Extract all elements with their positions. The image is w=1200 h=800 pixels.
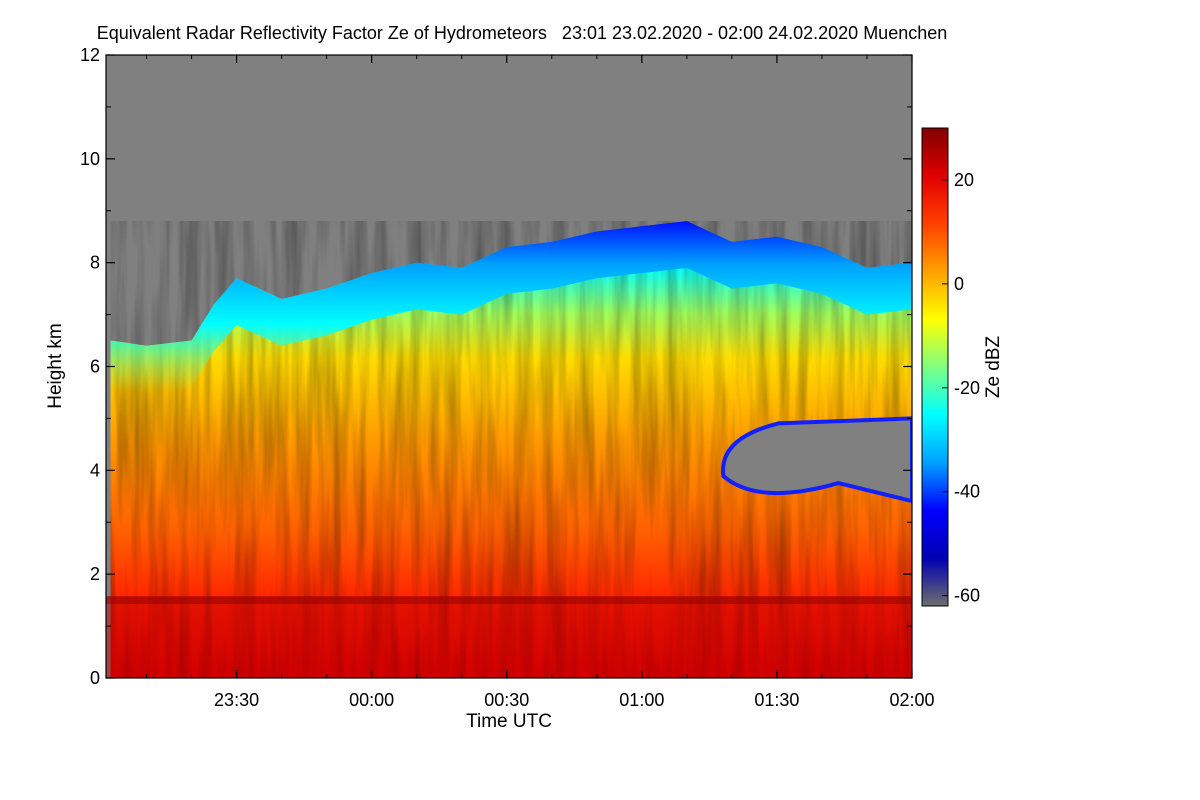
colorbar-tick-label: -40 — [954, 482, 980, 502]
x-tick-label: 01:00 — [619, 690, 664, 710]
y-tick-label: 2 — [90, 564, 100, 584]
chart-title: Equivalent Radar Reflectivity Factor Ze … — [97, 23, 948, 43]
colorbar-tick-label: -20 — [954, 378, 980, 398]
colorbar: 20 0 -20 -40 -60 Ze dBZ — [921, 127, 1004, 607]
x-tick-label: 01:30 — [754, 690, 799, 710]
y-tick-label: 8 — [90, 253, 100, 273]
rain-layer — [106, 604, 912, 678]
y-tick-label: 4 — [90, 460, 100, 480]
x-tick-label: 00:00 — [349, 690, 394, 710]
y-tick-label: 0 — [90, 668, 100, 688]
y-tick-label: 10 — [80, 149, 100, 169]
colorbar-scale — [921, 127, 949, 607]
y-axis-title: Height km — [45, 323, 66, 409]
bright-band — [106, 596, 912, 605]
cloud-top-edge — [110, 221, 912, 393]
y-axis: 0 2 4 6 8 10 12 — [80, 45, 912, 688]
colorbar-title: Ze dBZ — [983, 335, 1004, 398]
colorbar-tick-label: 0 — [954, 274, 964, 294]
x-tick-label: 00:30 — [484, 690, 529, 710]
plot-area — [106, 55, 912, 678]
clear-gap — [721, 416, 912, 504]
colorbar-tick-label: -60 — [954, 586, 980, 606]
x-tick-label: 02:00 — [889, 690, 934, 710]
x-axis: 23:30 00:00 00:30 01:00 01:30 02:00 — [146, 55, 935, 710]
y-tick-label: 12 — [80, 45, 100, 65]
colorbar-tick-label: 20 — [954, 170, 974, 190]
x-tick-label: 23:30 — [214, 690, 259, 710]
x-axis-title: Time UTC — [466, 711, 552, 732]
y-tick-label: 6 — [90, 357, 100, 377]
